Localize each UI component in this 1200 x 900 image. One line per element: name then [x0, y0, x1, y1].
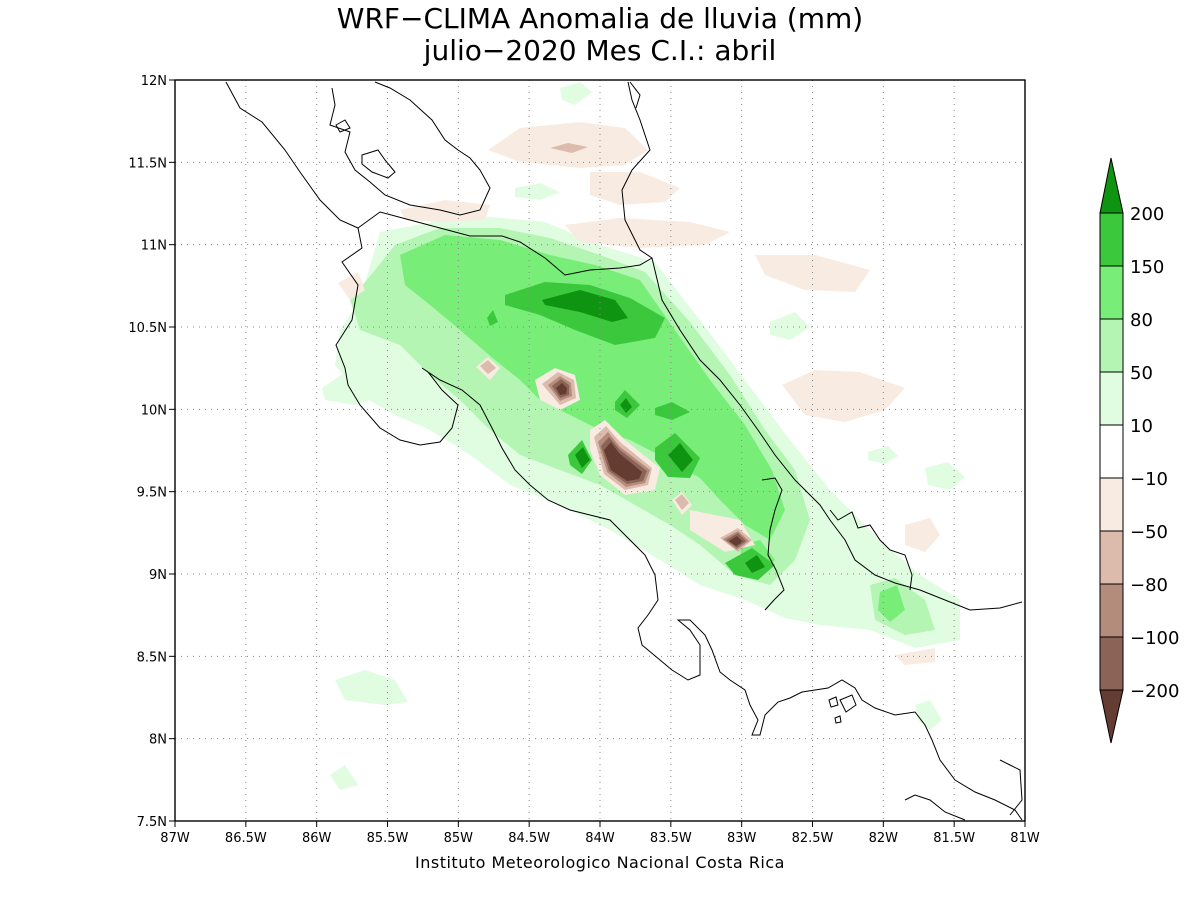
anomaly-minus10-minus50-region [755, 255, 870, 292]
anomaly-10-50-region [868, 446, 898, 464]
lat-tick-label: 7.5N [137, 815, 167, 830]
panama-coastline-east [629, 81, 641, 109]
footer-credit: Instituto Meteorologico Nacional Costa R… [415, 853, 785, 872]
small-island-outline [834, 715, 842, 724]
panama-costarica-border [761, 477, 785, 611]
anomaly-10-50-region [515, 183, 560, 200]
lat-tick-label: 12N [141, 74, 167, 89]
colorbar-label: −10 [1130, 469, 1168, 490]
colorbar-swatch-g10 [1099, 371, 1124, 426]
colorbar-swatch-b80 [1099, 583, 1124, 638]
colorbar-legend: 200 150 80 50 10 −10 −50 −80 −100 −200 [1099, 157, 1179, 744]
lon-tick-label: 86.5W [225, 831, 267, 846]
longitude-axis: 87W 86.5W 86W 85.5W 85W 84.5W 84W 83.5W 83W 82.5W… [160, 821, 1040, 846]
map-grid [175, 80, 1025, 821]
colorbar-label: 50 [1130, 363, 1153, 384]
anomaly-above-200-region [542, 290, 628, 322]
lon-tick-label: 84.5W [508, 831, 550, 846]
colorbar-label: −100 [1130, 628, 1179, 649]
small-island-outline [839, 694, 857, 713]
anomaly-above-200-region [668, 443, 693, 472]
coastlines [225, 81, 1023, 821]
colorbar-swatch-zero [1099, 424, 1124, 479]
pacific-coastline [225, 81, 1023, 821]
lon-tick-label: 81.5W [933, 831, 975, 846]
lat-tick-label: 10.5N [128, 321, 167, 336]
anomaly-10-50-region [770, 312, 810, 340]
lon-tick-label: 83.5W [650, 831, 692, 846]
colorbar-swatch-b50 [1099, 530, 1124, 585]
panama-coastline-east [904, 794, 966, 821]
anomaly-below-minus200-region [729, 536, 743, 546]
latitude-axis: 12N 11.5N 11N 10.5N 10N 9.5N 9N 8.5N 8N 7.5N [128, 74, 175, 830]
panama-coastline-east [999, 759, 1023, 816]
lat-tick-label: 11N [141, 239, 167, 254]
anomaly-10-50-region [335, 670, 408, 705]
lon-tick-label: 86W [302, 831, 332, 846]
lon-tick-label: 82W [869, 831, 899, 846]
anomaly-minus10-minus50-region [590, 172, 680, 205]
anomaly-10-50-region [925, 462, 965, 490]
map-title-line2: julio−2020 Mes C.I.: abril [423, 34, 777, 67]
anomaly-above-200-region [745, 555, 765, 573]
anomaly-minus50-minus80-region [480, 360, 496, 374]
lon-tick-label: 87W [160, 831, 190, 846]
lat-tick-label: 9.5N [137, 486, 167, 501]
anomaly-150-200-region [487, 310, 498, 326]
anomaly-10-50-region [560, 82, 592, 105]
anomaly-above-200-region [575, 447, 590, 468]
colorbar-label: −50 [1130, 522, 1168, 543]
anomaly-minus50-minus80-region [550, 143, 588, 153]
anomaly-150-200-region [655, 402, 690, 420]
lon-tick-label: 85W [444, 831, 474, 846]
colorbar-swatch-b10 [1099, 477, 1124, 532]
anomaly-minus10-minus50-region [895, 648, 935, 665]
colorbar-bottom-arrow [1099, 689, 1124, 744]
small-island-outline [828, 696, 839, 708]
lat-tick-label: 11.5N [128, 156, 167, 171]
anomaly-10-50-region [322, 372, 385, 405]
lat-tick-label: 10N [141, 403, 167, 418]
colorbar-label: 200 [1130, 204, 1164, 225]
lon-tick-label: 81W [1010, 831, 1040, 846]
anomaly-minus10-minus50-region [565, 218, 730, 248]
colorbar-swatch-b100 [1099, 636, 1124, 691]
lake-island-outline [361, 149, 396, 179]
colorbar-swatch-g150 [1099, 212, 1124, 267]
caribbean-coastline [621, 81, 1023, 611]
anomaly-minus10-minus50-region [782, 370, 905, 422]
lon-tick-label: 84W [585, 831, 615, 846]
colorbar-swatch-g50 [1099, 318, 1124, 373]
lon-tick-label: 82.5W [792, 831, 834, 846]
colorbar-top-arrow [1099, 157, 1124, 214]
anomaly-minus50-minus80-region [675, 494, 689, 510]
lon-tick-label: 85.5W [367, 831, 409, 846]
map-title-line1: WRF−CLIMA Anomalia de lluvia (mm) [336, 2, 864, 35]
colorbar-dividers [1100, 212, 1123, 691]
lake-nicaragua-shore [329, 81, 491, 216]
colorbar-label: 80 [1130, 310, 1153, 331]
anomaly-80-150-region [878, 585, 905, 622]
lake-island-outline [335, 119, 351, 133]
anomaly-minus10-minus50-region [905, 518, 940, 552]
colorbar-label: −200 [1130, 681, 1179, 702]
colorbar-label: −80 [1130, 575, 1168, 596]
anomaly-10-50-region [915, 700, 942, 730]
lat-tick-label: 8N [149, 733, 167, 748]
anomaly-minus10-minus50-region [338, 272, 365, 300]
anomaly-below-minus200-region [556, 383, 567, 395]
nicaragua-costarica-border [357, 211, 653, 276]
colorbar-label: 10 [1130, 416, 1153, 437]
lon-tick-label: 83W [727, 831, 757, 846]
anomaly-below-minus200-region [604, 442, 642, 481]
anomaly-10-50-region [330, 765, 358, 790]
anomaly-above-200-region [620, 398, 632, 413]
lat-tick-label: 8.5N [137, 650, 167, 665]
colorbar-swatch-g80 [1099, 265, 1124, 320]
lat-tick-label: 9N [149, 568, 167, 583]
colorbar-label: 150 [1130, 257, 1164, 278]
anomaly-field [322, 82, 965, 790]
bocas-coastline [829, 509, 913, 591]
